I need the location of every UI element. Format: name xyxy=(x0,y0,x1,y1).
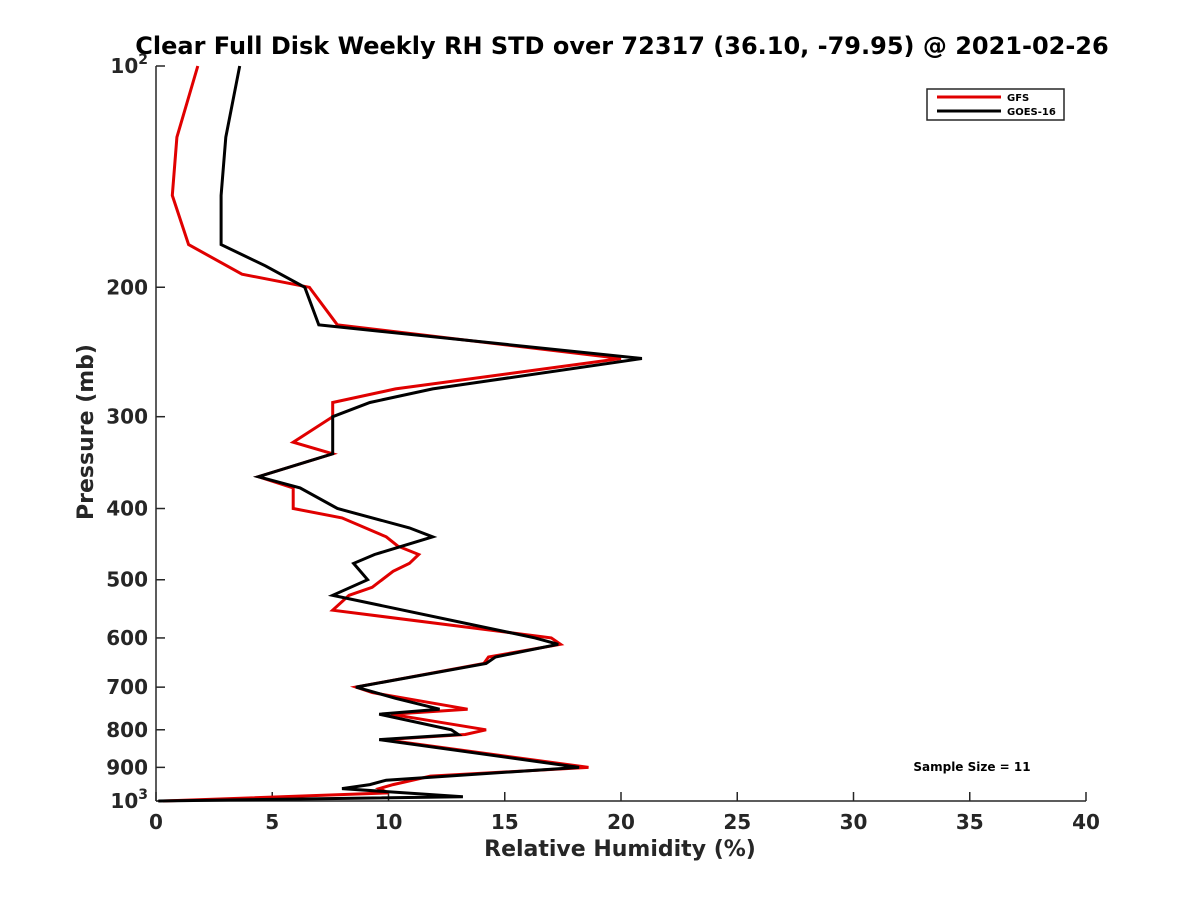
x-tick-label: 25 xyxy=(723,810,751,834)
y-tick-label-exponent: 2 xyxy=(138,52,148,68)
y-tick-label: 400 xyxy=(106,497,148,521)
plot-area xyxy=(155,66,1086,802)
y-tick-label: 900 xyxy=(106,755,148,779)
legend-label: GOES-16 xyxy=(1007,107,1056,118)
y-tick-label: 103 xyxy=(110,787,148,813)
y-tick-label-base: 10 xyxy=(110,789,138,813)
x-tick-label: 15 xyxy=(491,810,519,834)
x-tick-label: 10 xyxy=(375,810,403,834)
x-tick-label: 0 xyxy=(149,810,163,834)
legend-box xyxy=(926,88,1065,121)
x-axis-label: Relative Humidity (%) xyxy=(484,837,756,862)
x-tick-label: 40 xyxy=(1072,810,1100,834)
x-axis: 0 5 10 15 20 25 30 35 40 xyxy=(149,792,1100,834)
y-tick-label: 300 xyxy=(106,405,148,429)
x-tick-label: 20 xyxy=(607,810,635,834)
legend: GFS GOES-16 xyxy=(926,88,1065,121)
y-tick-label: 700 xyxy=(106,675,148,699)
y-axis-label: Pressure (mb) xyxy=(74,344,99,520)
chart-title: Clear Full Disk Weekly RH STD over 72317… xyxy=(135,32,1108,60)
y-tick-label-exponent: 3 xyxy=(138,787,148,803)
x-tick-label: 5 xyxy=(265,810,279,834)
y-tick-label: 600 xyxy=(106,626,148,650)
series-line-goes-16 xyxy=(158,65,643,803)
sample-size-annotation: Sample Size = 11 xyxy=(913,760,1030,774)
y-tick-label-base: 10 xyxy=(110,54,138,78)
y-tick-label: 800 xyxy=(106,718,148,742)
series-layer xyxy=(158,65,643,803)
legend-label: GFS xyxy=(1007,93,1029,104)
y-tick-label: 500 xyxy=(106,568,148,592)
x-tick-label: 30 xyxy=(840,810,868,834)
y-tick-label: 102 xyxy=(110,52,148,78)
series-line-gfs xyxy=(162,65,622,803)
x-tick-label: 35 xyxy=(956,810,984,834)
y-tick-label: 200 xyxy=(106,275,148,299)
